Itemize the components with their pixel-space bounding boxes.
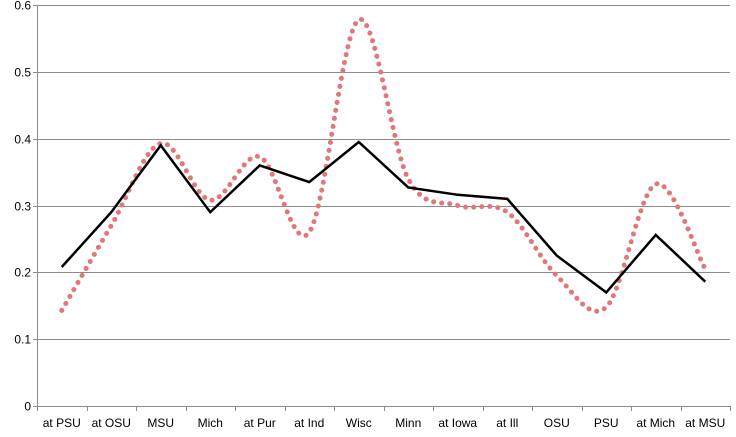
x-tick-label: at Iowa [438, 416, 477, 430]
x-tick-label: at Ind [294, 416, 324, 430]
y-tick-label: 0.2 [14, 266, 31, 280]
x-tick-label: at Ill [496, 416, 518, 430]
series-lines [59, 17, 708, 314]
y-tick-label: 0.6 [14, 0, 31, 13]
x-tick-label: OSU [544, 416, 570, 430]
x-tick-label: at MSU [685, 416, 725, 430]
axes [33, 5, 731, 411]
y-tick-labels: 0 0.1 0.2 0.3 0.4 0.5 0.6 [14, 0, 31, 414]
x-tick-label: Minn [395, 416, 421, 430]
x-tick-label: at Mich [636, 416, 675, 430]
y-tick-label: 0 [24, 400, 31, 414]
series-line-dotted [59, 17, 708, 314]
series-line-solid [60, 140, 707, 295]
x-tick-label: Mich [198, 416, 223, 430]
y-tick-label: 0.1 [14, 333, 31, 347]
x-tick-label: PSU [594, 416, 619, 430]
y-tick-label: 0.3 [14, 200, 31, 214]
x-tick-label: at PSU [43, 416, 81, 430]
x-tick-label: MSU [147, 416, 174, 430]
gridlines [37, 5, 730, 340]
x-tick-label: at OSU [92, 416, 131, 430]
x-tick-label: at Pur [244, 416, 276, 430]
x-tick-label: Wisc [346, 416, 372, 430]
y-tick-label: 0.4 [14, 133, 31, 147]
x-tick-labels: at PSU at OSU MSU Mich at Pur at Ind Wisc Minn a… [43, 416, 726, 430]
y-tick-label: 0.5 [14, 66, 31, 80]
